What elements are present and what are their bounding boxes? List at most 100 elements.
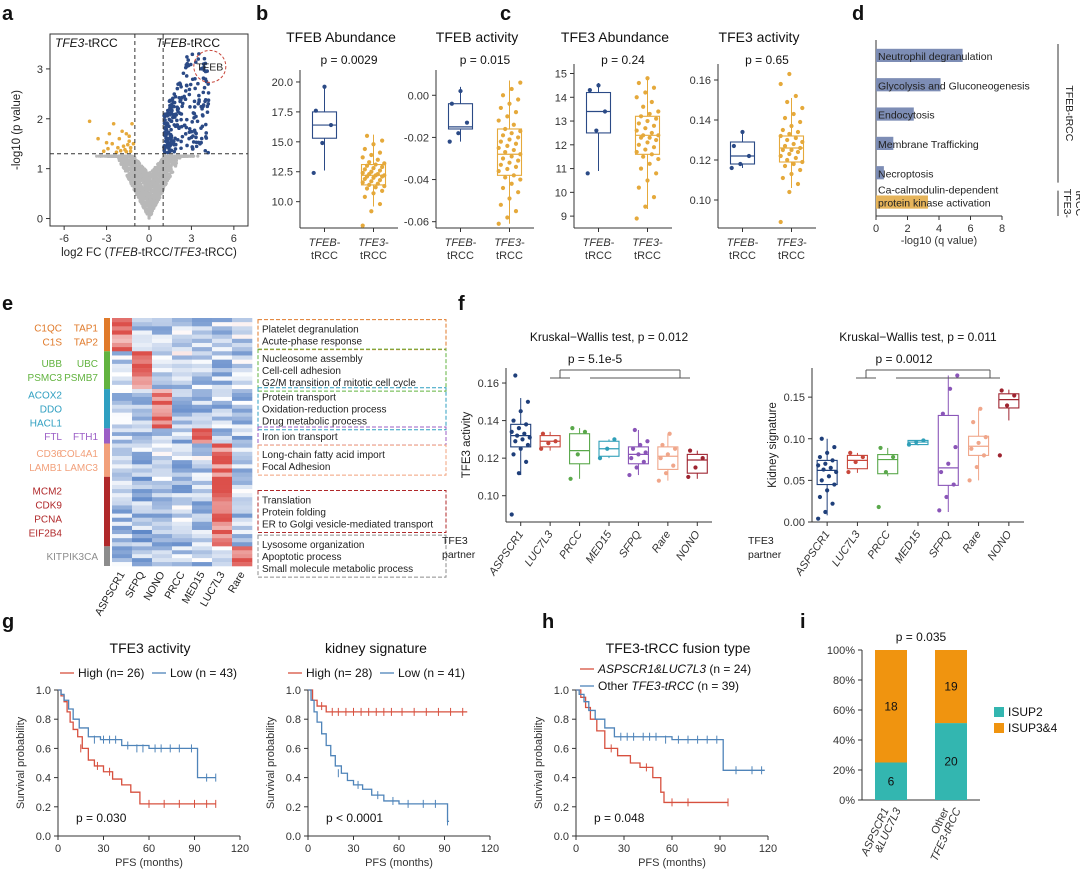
e-heatmap-cell <box>172 554 193 559</box>
f2-point <box>983 434 988 440</box>
f1-point <box>509 512 514 517</box>
e-heatmap-cell <box>112 525 133 531</box>
c2-point <box>798 167 803 173</box>
e-heatmap-cell <box>172 558 193 563</box>
e-heatmap-cell <box>112 480 133 486</box>
e-heatmap-cell <box>132 534 153 539</box>
c2-point <box>778 219 783 225</box>
b1-point <box>377 168 383 173</box>
e-term-label: Lysosome organization <box>262 540 364 551</box>
volcano-point-gold <box>125 142 130 147</box>
e-heatmap-cell <box>192 513 213 518</box>
b1-point <box>382 184 387 189</box>
e-heatmap-cell <box>152 412 173 417</box>
volcano-point-blue <box>187 126 192 131</box>
g1-x-tick-label: 30 <box>97 843 109 855</box>
b1-group-label-1-part: - <box>385 237 389 249</box>
b2-point <box>496 169 501 174</box>
b2-point <box>516 97 521 102</box>
e-heatmap-cell <box>112 451 133 457</box>
volcano-point-grey <box>142 195 146 199</box>
e-heatmap-cell <box>152 355 173 360</box>
e-heatmap-cell <box>152 372 173 377</box>
e-heatmap-cell <box>232 326 253 331</box>
e-heatmap-cell <box>112 460 133 465</box>
c2-point <box>740 129 745 135</box>
g2-x-tick-label: 0 <box>305 843 311 855</box>
volcano-point-grey <box>146 181 150 185</box>
e-heatmap-cell <box>132 546 153 551</box>
volcano-point-blue <box>173 124 178 129</box>
e-heatmap-cell <box>112 432 133 437</box>
d-bar <box>876 107 914 121</box>
e-heatmap-cell <box>132 318 153 323</box>
e-heatmap-cell <box>172 396 193 402</box>
b2-point <box>509 154 514 159</box>
c2-point <box>795 129 801 135</box>
e-heatmap-cell <box>212 525 233 531</box>
volcano-point-grey <box>136 182 140 186</box>
f1-point <box>605 446 610 451</box>
g2-y-tick-label: 0.4 <box>286 773 301 785</box>
c1-point <box>636 185 641 190</box>
f2-point <box>969 446 974 451</box>
volcano-point-grey <box>170 161 174 165</box>
e-heatmap-cell <box>132 389 153 394</box>
e-heatmap-cell <box>232 460 253 465</box>
h-title: TFE3-tRCC fusion type <box>606 640 751 656</box>
volcano-point-grey <box>136 189 140 193</box>
e-heatmap-cell <box>172 408 193 413</box>
f1-point <box>575 452 580 457</box>
volcano-point-blue <box>204 135 208 139</box>
d-x-tick-label: 2 <box>904 223 910 235</box>
e-heatmap-cell <box>172 521 193 527</box>
b1-point <box>360 180 365 185</box>
c2-group-label-2: tRCC <box>729 250 756 262</box>
volcano-point-blue <box>184 74 189 78</box>
e-heatmap-cell <box>132 550 153 555</box>
e-heatmap-cell <box>152 380 173 386</box>
volcano-point-blue <box>199 140 203 145</box>
volcano-point-blue <box>178 111 182 116</box>
volcano-point-blue <box>200 113 205 117</box>
c1-point <box>656 133 661 138</box>
e-heatmap-cell <box>172 355 193 360</box>
b2-point <box>498 162 503 167</box>
d-category-label: protein kinase activation <box>878 197 991 209</box>
e-heatmap-cell <box>112 435 133 441</box>
e-heatmap-cell <box>232 455 253 461</box>
e-heatmap-cell <box>192 542 213 547</box>
f1-point <box>660 442 665 448</box>
h-y-tick-label: 0.6 <box>554 743 569 755</box>
f1-point <box>513 373 518 378</box>
e-heatmap-cell <box>192 468 213 473</box>
e-heatmap-cell <box>152 342 173 348</box>
volcano-point-grey <box>135 170 139 175</box>
e-heatmap-cell <box>112 484 133 490</box>
b2-point <box>507 160 512 165</box>
e-heatmap-cell <box>212 389 233 394</box>
volcano-point-gold <box>101 149 106 153</box>
e-heatmap-cell <box>132 351 153 356</box>
volcano-point-blue <box>162 121 167 126</box>
e-heatmap-cell <box>232 342 253 348</box>
volcano-point-grey <box>126 154 130 158</box>
e-heatmap-cell <box>212 393 233 398</box>
e-heatmap-cell <box>192 501 213 506</box>
b2-point <box>511 122 516 127</box>
b1-group-label-1-part: TFE3 <box>358 237 386 249</box>
e-heatmap-cell <box>172 424 193 429</box>
c2-point <box>789 171 794 177</box>
volcano-point-gold <box>127 139 131 144</box>
e-heatmap-cell <box>192 517 213 523</box>
c1-y-tick-label: 15 <box>555 69 567 81</box>
f1-point <box>522 431 527 436</box>
e-heatmap-cell <box>232 400 253 406</box>
e-heatmap-cell <box>192 525 213 531</box>
e-term-label: Protein folding <box>262 508 326 519</box>
e-heatmap-cell <box>172 476 193 482</box>
h-x-tick-label: 120 <box>759 843 777 855</box>
e-heatmap-cell <box>132 396 153 402</box>
e-heatmap-cell <box>172 542 193 547</box>
e-term-label: Platelet degranulation <box>262 325 359 336</box>
